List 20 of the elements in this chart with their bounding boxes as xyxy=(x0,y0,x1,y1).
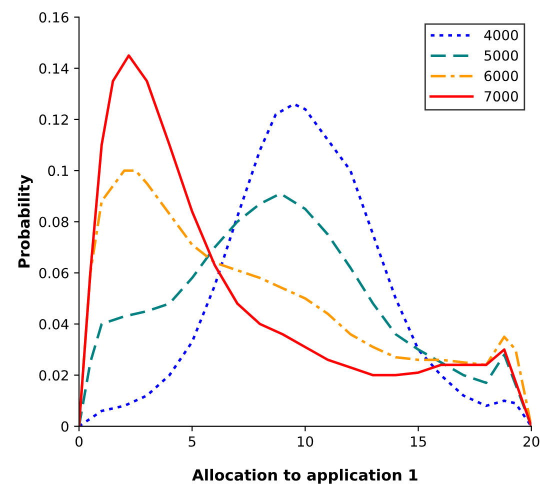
y-tick-label: 0.06 xyxy=(39,268,68,278)
y-tick-label: 0.02 xyxy=(39,370,68,381)
y-tick-label: 0 xyxy=(61,421,68,432)
x-tick-label: 10 xyxy=(298,436,314,447)
x-tick-label: 5 xyxy=(188,436,196,447)
y-tick-label: 0.08 xyxy=(39,216,68,228)
legend-label: 4000 xyxy=(484,30,518,40)
y-tick-label: 0.14 xyxy=(39,63,69,74)
x-axis-title: Allocation to application 1 xyxy=(192,468,418,484)
y-tick-label: 0.1 xyxy=(48,166,68,176)
x-tick-label: 0 xyxy=(76,436,83,447)
legend-label: 6000 xyxy=(484,70,518,82)
y-tick-label: 0.04 xyxy=(39,318,69,330)
x-tick-label: 15 xyxy=(410,436,426,447)
y-tick-label: 0.16 xyxy=(39,12,68,23)
legend-label: 5000 xyxy=(484,50,518,61)
y-tick-label: 0.12 xyxy=(39,114,68,125)
x-tick-label: 20 xyxy=(524,436,540,447)
legend-label: 7000 xyxy=(484,91,518,102)
y-axis-title: Probability xyxy=(18,174,33,268)
